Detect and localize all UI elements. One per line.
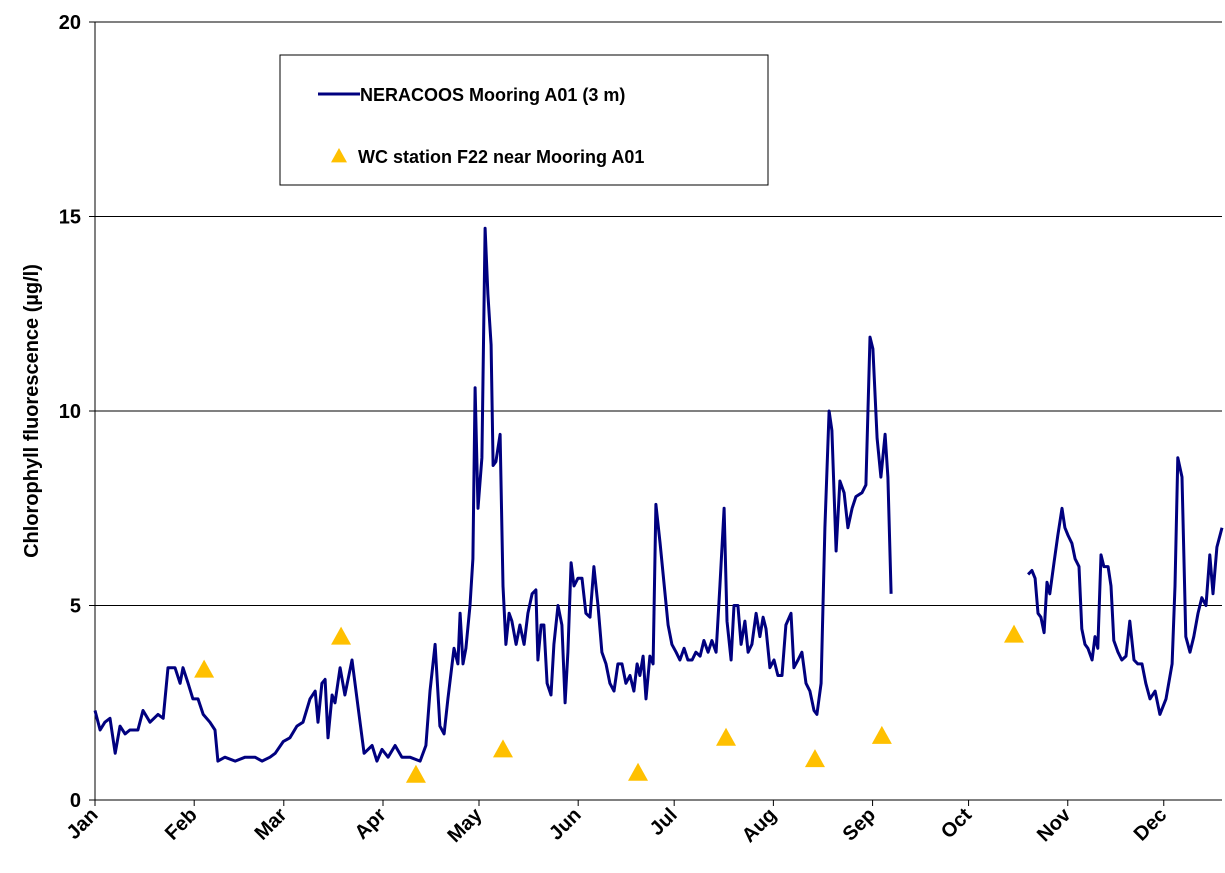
- data-point: [405, 764, 426, 783]
- data-point: [716, 727, 737, 746]
- legend-label: WC station F22 near Mooring A01: [358, 147, 644, 167]
- y-axis-label: Chlorophyll fluorescence (µg/l): [21, 264, 43, 558]
- data-point: [194, 659, 215, 678]
- legend-label: NERACOOS Mooring A01 (3 m): [360, 85, 625, 105]
- y-tick-label: 0: [70, 790, 81, 812]
- y-tick-label: 5: [70, 596, 81, 618]
- data-line: [93, 226, 1224, 763]
- data-point: [804, 749, 825, 768]
- y-tick-label: 10: [59, 401, 81, 423]
- legend-box: [279, 54, 769, 186]
- y-tick-label: 20: [59, 12, 81, 34]
- y-tick-label: 15: [59, 207, 81, 229]
- data-point: [628, 762, 649, 781]
- data-point: [871, 725, 892, 744]
- data-point: [331, 626, 352, 645]
- legend-swatch: [331, 148, 347, 163]
- data-point: [1004, 624, 1025, 643]
- data-point: [492, 739, 513, 758]
